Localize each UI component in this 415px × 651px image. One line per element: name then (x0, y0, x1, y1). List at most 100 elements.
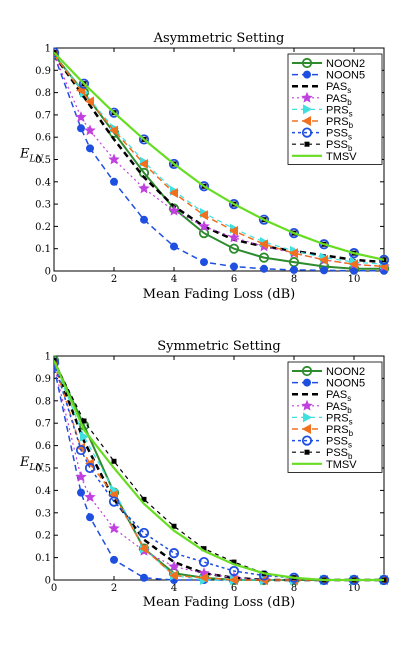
series-prs-s-point (80, 431, 89, 442)
series-pss-s-point (288, 227, 300, 239)
x-tick-label: 6 (231, 583, 237, 594)
legend-noon5-marker (303, 70, 311, 79)
series-pas-b-point (198, 220, 210, 232)
legend-prs-s-label: PRSs (326, 412, 353, 426)
series-pas-b-point (108, 153, 120, 165)
series-prs-b-point (199, 572, 208, 583)
y-tick-label: 0.8 (35, 396, 51, 407)
series-pss-s-point (168, 158, 180, 170)
series-pas-b-point (228, 231, 240, 243)
series-prs-b-point (85, 96, 94, 107)
x-axis-label: Mean Fading Loss (dB) (143, 595, 295, 610)
legend-pss-s-marker (301, 435, 313, 446)
chart-panel-2: Symmetric Setting 0 2 4 6 8 10 0 0.1 0.2 0.3 0.4 0.5… (19, 339, 390, 610)
series-pss-s-point (54, 47, 60, 58)
chart-title: Asymmetric Setting (153, 31, 285, 46)
series-noon5-point (140, 573, 148, 582)
legend-noon2-marker (301, 365, 313, 377)
series-pss-b-point (54, 357, 57, 363)
y-tick-label: 0.8 (35, 88, 51, 99)
legend-pss-s-label: PSSs (326, 128, 352, 142)
series-prs-b-point (169, 570, 178, 581)
x-tick-label: 0 (51, 583, 57, 594)
series-noon5-point (320, 266, 328, 275)
series-prs-b-point (139, 158, 148, 169)
series-noon2-point (258, 252, 270, 263)
legend-prs-s-label: PRSs (326, 104, 353, 118)
x-tick-label: 8 (291, 274, 297, 285)
series-tmsv-line (54, 360, 384, 582)
chart-title: Symmetric Setting (157, 339, 281, 354)
y-tick-label: 0 (45, 267, 51, 278)
series-pss-s-point (138, 527, 150, 539)
series-noon5-point (77, 488, 85, 497)
series-pss-b-point (111, 458, 117, 464)
series-pss-s-point (198, 556, 210, 568)
x-tick-label: 4 (171, 583, 177, 594)
y-axis-label: ELN (19, 455, 44, 473)
y-tick-label: 0.9 (35, 374, 51, 385)
legend-tmsv-label: TMSV (326, 459, 357, 471)
legend-prs-b-marker (302, 116, 311, 126)
y-tick-label: 1 (45, 352, 51, 363)
legend-pas-b-label: PASb (326, 93, 352, 107)
x-tick-label: 10 (348, 274, 361, 285)
series-pas-b-point (84, 124, 96, 136)
series-pss-s-point (228, 565, 240, 577)
series-prs-b-point (109, 125, 118, 136)
series-prs-b-point (289, 248, 298, 259)
series-prs-b-point (319, 254, 328, 265)
legend-pss-b-marker (304, 449, 310, 455)
series-pss-b-point (171, 523, 177, 529)
legend-prs-s-marker (303, 104, 312, 115)
series-noon2-point (228, 243, 240, 254)
series-prs-b-point (139, 543, 148, 554)
series-pss-b-point (81, 418, 87, 424)
legend-pss-s-marker (301, 127, 313, 138)
x-tick-label: 4 (171, 274, 177, 285)
legend-noon5-marker (303, 378, 311, 387)
series-pas-s-line (54, 53, 385, 264)
series-prs-b-point (229, 225, 238, 236)
x-tick-label: 8 (291, 583, 297, 594)
series-pss-s-point (228, 199, 240, 210)
series-prs-b-point (169, 187, 178, 198)
series-pss-s-point (138, 134, 150, 145)
legend-noon2-marker (301, 57, 313, 69)
legend-noon2-label: NOON2 (326, 58, 365, 70)
x-tick-label: 2 (111, 583, 117, 594)
y-tick-label: 0.4 (35, 486, 51, 497)
series-pss-s-point (54, 357, 60, 368)
series-pas-b-point (75, 470, 87, 482)
y-tick-label: 0.3 (35, 200, 51, 211)
series-pss-b-point (141, 496, 147, 502)
legend-prs-b-marker (302, 424, 311, 434)
chart-panel-1: Asymmetric Setting 0 2 4 6 8 10 0 0.1 0.2 0.3 0.4 0.… (19, 31, 390, 302)
y-tick-label: 0.1 (35, 553, 51, 564)
series-group (54, 355, 390, 586)
series-pss-s-point (318, 239, 330, 250)
series-noon5-point (170, 242, 178, 251)
x-tick-label: 2 (111, 274, 117, 285)
legend-pss-b-label: PSSb (326, 139, 353, 153)
series-prs-b-point (349, 259, 358, 270)
series-noon5-point (200, 258, 208, 267)
legend-tmsv-label: TMSV (326, 151, 357, 163)
series-noon5-point (350, 266, 358, 275)
legend-pss-b-label: PSSb (326, 447, 353, 461)
legend-pas-s-label: PASs (326, 389, 351, 403)
series-pss-s-point (258, 214, 270, 225)
y-axis-label: ELN (19, 147, 44, 165)
series-noon5-point (77, 124, 85, 133)
y-tick-label: 0.6 (35, 133, 51, 144)
series-noon5-point (290, 265, 298, 274)
legend-pas-s-label: PASs (326, 81, 351, 95)
y-tick-label: 0.5 (35, 464, 51, 475)
legend-pss-b-marker (304, 141, 310, 147)
series-pas-b-point (168, 204, 180, 216)
legend-prs-b-label: PRSb (326, 116, 354, 130)
legend-pas-b-label: PASb (326, 401, 352, 415)
series-pss-s-point (198, 181, 210, 192)
